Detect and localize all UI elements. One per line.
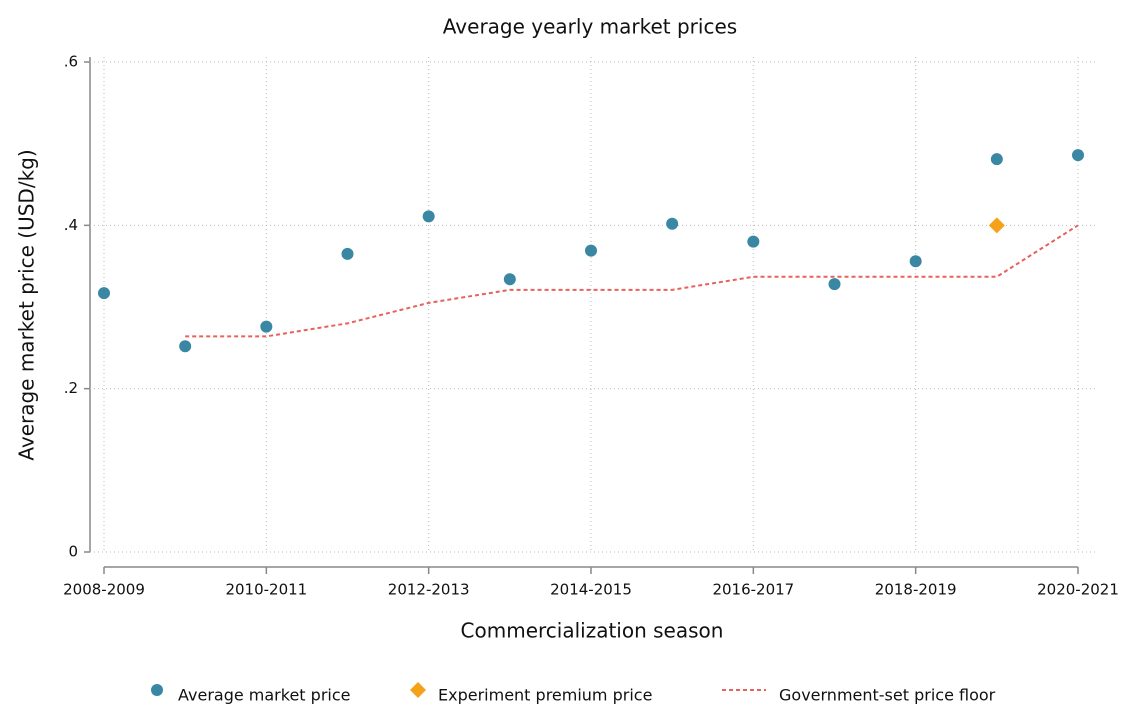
market-price-dot	[909, 255, 922, 268]
market-price-dot	[341, 247, 354, 260]
market-price-dot	[503, 273, 516, 286]
x-tick-label: 2014-2015	[550, 581, 632, 599]
legend-label: Average market price	[178, 686, 350, 705]
y-tick-label: .4	[64, 216, 78, 234]
market-price-dot	[1072, 149, 1084, 162]
market-price-dot	[747, 235, 760, 248]
y-tick-label: .2	[64, 379, 78, 397]
x-tick-label: 2010-2011	[225, 581, 307, 599]
market-price-dot	[260, 320, 273, 333]
market-price-dot	[666, 217, 679, 230]
market-price-dot	[422, 210, 435, 223]
y-tick-label: 0	[68, 543, 78, 561]
premium-price-diamond	[988, 217, 1005, 234]
x-tick-label: 2008-2009	[63, 581, 145, 599]
market-price-dot	[98, 287, 110, 300]
market-price-dot	[179, 340, 192, 353]
legend-marker	[151, 684, 163, 696]
market-price-dot	[585, 244, 597, 257]
legend-label: Experiment premium price	[438, 686, 652, 705]
market-price-dot	[828, 278, 841, 291]
y-tick-label: .6	[64, 53, 78, 71]
market-price-dot	[990, 153, 1003, 166]
x-tick-label: 2020-2021	[1037, 581, 1119, 599]
x-tick-label: 2016-2017	[712, 581, 794, 599]
chart-title: Average yearly market prices	[443, 15, 737, 39]
legend-marker	[410, 682, 426, 698]
x-axis-label: Commercialization season	[461, 619, 724, 643]
x-tick-label: 2018-2019	[875, 581, 957, 599]
y-axis-label: Average market price (USD/kg)	[15, 149, 39, 460]
x-tick-label: 2012-2013	[388, 581, 470, 599]
legend-label: Government-set price floor	[779, 686, 996, 705]
price-floor-line	[185, 224, 1079, 338]
